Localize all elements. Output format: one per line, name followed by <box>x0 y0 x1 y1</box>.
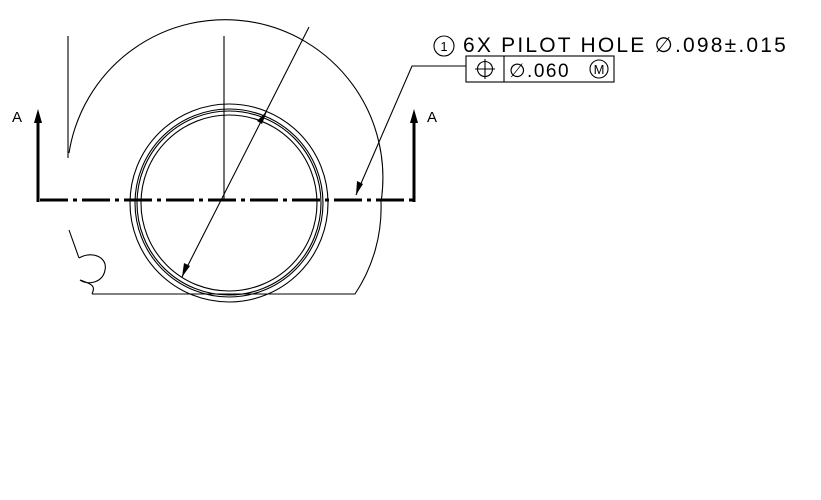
fcf-tolerance: ∅.060 <box>509 61 570 82</box>
feature-control-frame <box>465 55 615 83</box>
section-label-right: A <box>427 109 437 126</box>
leader-arrowhead <box>356 181 363 195</box>
mmc-modifier-circle <box>589 59 609 79</box>
outer-profile <box>68 19 384 295</box>
bore-circle-4 <box>140 114 318 292</box>
left-lower-edge <box>68 229 80 259</box>
position-icon <box>475 59 495 79</box>
diameter-dimension-line <box>181 26 310 278</box>
mmc-modifier: M <box>594 62 605 77</box>
pilot-hole-note: 6X PILOT HOLE ∅.098±.015 <box>463 34 788 57</box>
relief-notch <box>78 254 106 295</box>
section-label-left: A <box>12 109 22 126</box>
section-left-arrow <box>34 109 42 123</box>
dimension-arrowhead-upper <box>257 111 267 124</box>
balloon-number: 1 <box>440 39 447 54</box>
bore-circle-3 <box>136 110 322 296</box>
callout-balloon <box>433 35 455 57</box>
bore-outer-circle <box>129 103 329 303</box>
bore-circle-2 <box>134 108 324 298</box>
section-right-arrow <box>410 109 418 123</box>
dimension-arrowhead-lower <box>182 263 190 277</box>
callout-leader <box>355 65 466 196</box>
